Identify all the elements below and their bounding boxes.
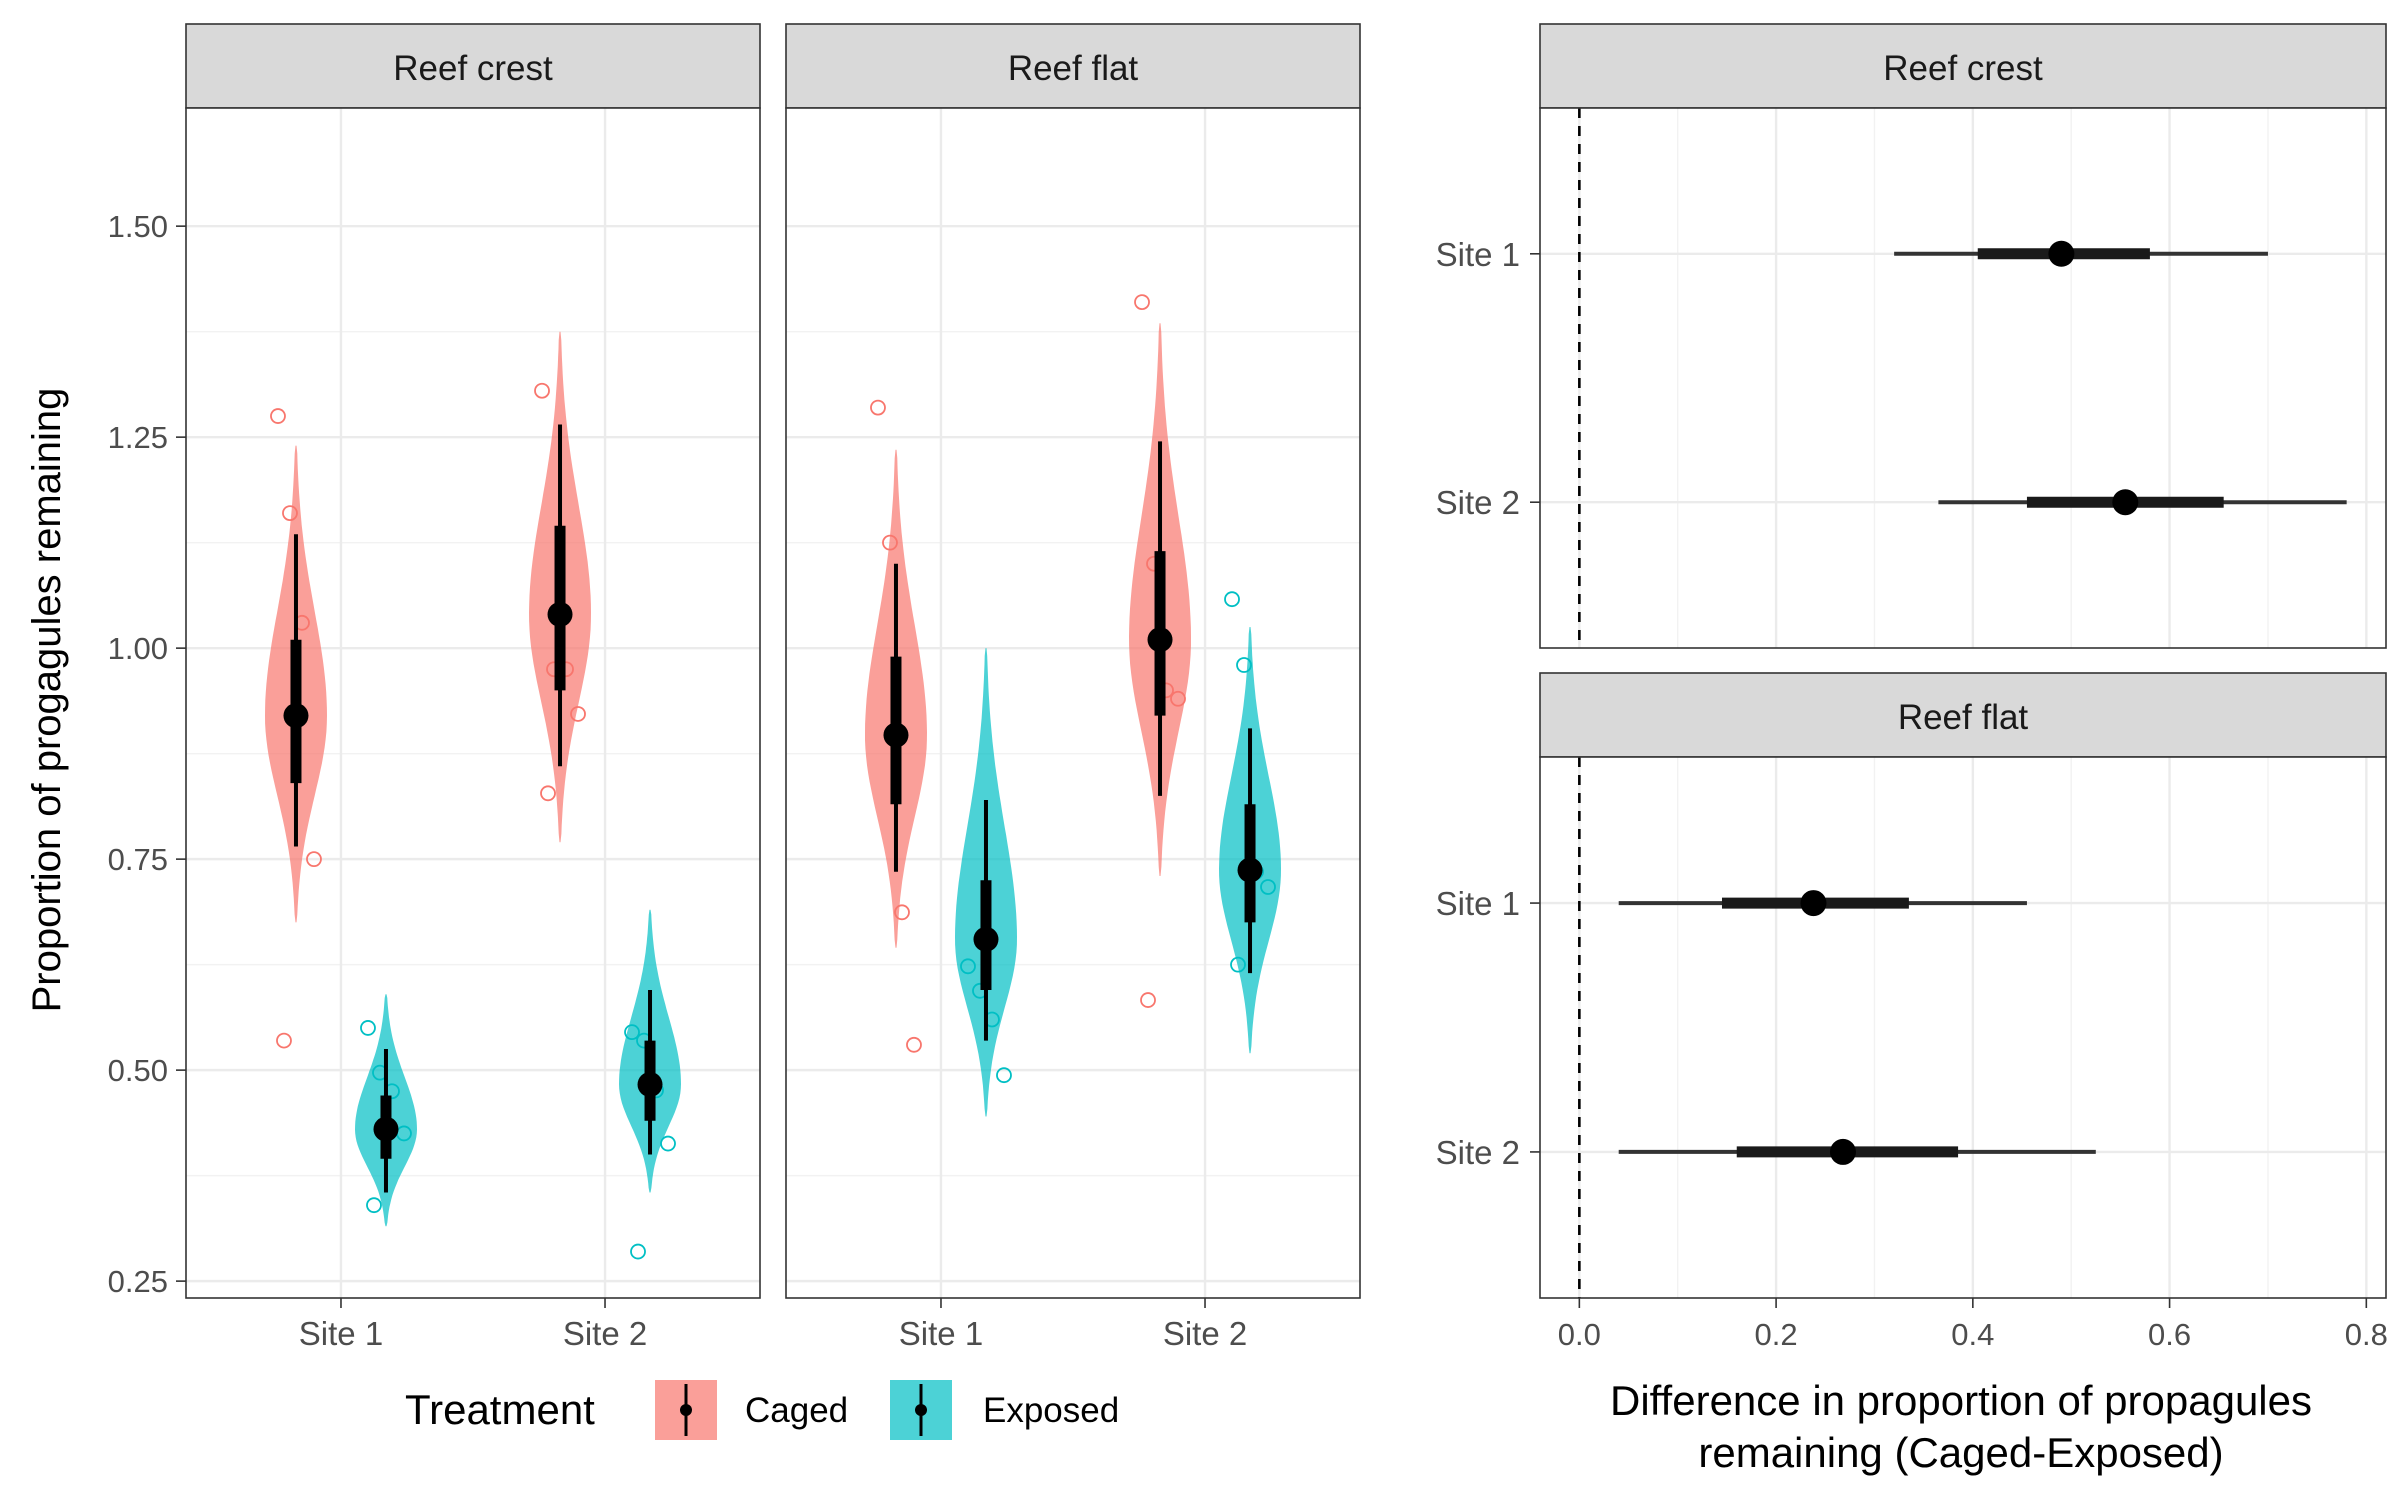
x-axis-title-line-2: remaining (Caged-Exposed) [1698, 1429, 2223, 1476]
facet-grid [1540, 108, 2386, 648]
facet-reef-flat: Reef flat [785, 23, 1361, 1299]
data-point [906, 1036, 922, 1053]
facet-strip [1539, 23, 2387, 109]
diff-facet-reef-flat: Reef flat Site 1 Site 2 [1436, 672, 2387, 1299]
facet-strip [1539, 672, 2387, 758]
x-tick-label: 0.0 [1558, 1317, 1601, 1352]
legend-label-exposed: Exposed [983, 1391, 1119, 1430]
data-point [360, 1020, 376, 1036]
median-point [1237, 857, 1263, 883]
data-point [870, 399, 886, 416]
data-point [1170, 690, 1186, 707]
data-point [894, 904, 910, 921]
data-point [570, 706, 586, 722]
legend-label-caged: Caged [745, 1391, 848, 1430]
median-point [1829, 1138, 1856, 1165]
data-point [540, 785, 556, 802]
facet-background [1540, 757, 2386, 1298]
data-point [960, 958, 976, 975]
facet-border [185, 107, 761, 1299]
data-point [996, 1067, 1012, 1084]
data-point [270, 408, 286, 424]
violin-y-axis: 0.25 0.50 0.75 1.00 1.25 1.50 [108, 209, 186, 1299]
facet-border [1539, 756, 2387, 1299]
facet-title: Reef crest [1883, 49, 2043, 88]
facet-title: Reef flat [1008, 49, 1139, 88]
facet-title: Reef crest [393, 49, 553, 88]
violin-panel: 0.25 0.50 0.75 1.00 1.25 1.50 Reef crest Reef… [25, 23, 1361, 1440]
x-tick-label: Site 2 [563, 1315, 647, 1352]
median-point [2048, 240, 2075, 267]
facet-strip [785, 23, 1361, 109]
data-point [1236, 657, 1252, 673]
data-point [1224, 591, 1240, 608]
data-point [534, 382, 550, 399]
data-point [1140, 992, 1156, 1008]
difference-panel: Reef crest Site 1 Site 2 Reef flat Site 1… [1436, 23, 2388, 1476]
y-tick-label: 1.50 [108, 209, 168, 244]
data-point [882, 534, 898, 551]
difference-x-axis: 0.0 0.2 0.4 0.6 0.8 [1558, 1298, 2388, 1352]
legend-key-dot [915, 1404, 927, 1416]
facet-border [1539, 107, 2387, 649]
data-point [306, 851, 322, 868]
median-point [1800, 890, 1827, 917]
x-tick-label: Site 1 [899, 1315, 983, 1352]
legend-item-caged: Caged [655, 1380, 848, 1440]
legend: Treatment Caged Exposed [405, 1380, 1119, 1440]
data-point [1230, 956, 1246, 973]
median-point [1147, 627, 1173, 653]
y-tick-label: 0.75 [108, 842, 168, 877]
diff-facet-reef-crest: Reef crest Site 1 Site 2 [1436, 23, 2387, 649]
data-point [1260, 879, 1276, 895]
data-point [276, 1032, 292, 1049]
median-point [547, 601, 573, 627]
y-tick-label: 1.00 [108, 631, 168, 666]
legend-title: Treatment [405, 1386, 595, 1433]
facet-marks [865, 294, 1281, 1117]
legend-item-exposed: Exposed [890, 1380, 1119, 1440]
facet-title: Reef flat [1898, 698, 2029, 737]
facet-background [1540, 108, 2386, 648]
data-point [624, 1024, 640, 1041]
median-point [973, 926, 999, 952]
violin-x-axis: Site 1 Site 2 Site 1 Site 2 [299, 1298, 1247, 1352]
y-tick-label: 0.25 [108, 1264, 168, 1299]
facet-grid [186, 108, 760, 1298]
median-point [283, 703, 309, 729]
facet-marks [265, 331, 681, 1260]
x-tick-label: 0.6 [2148, 1317, 2191, 1352]
y-tick-label: Site 1 [1436, 885, 1520, 922]
x-tick-label: 0.4 [1951, 1317, 1994, 1352]
legend-key-dot [680, 1404, 692, 1416]
median-point [637, 1071, 663, 1097]
facet-grid [1540, 757, 2386, 1298]
x-tick-label: 0.8 [2345, 1317, 2388, 1352]
y-tick-label: 0.50 [108, 1053, 168, 1088]
y-axis-title: Proportion of progagules remaining [25, 388, 69, 1013]
y-tick-label: Site 2 [1436, 1134, 1520, 1171]
y-tick-label: 1.25 [108, 420, 168, 455]
median-point [2112, 489, 2139, 516]
median-point [373, 1116, 399, 1142]
facet-marks: Site 1 Site 2 [1436, 108, 2347, 648]
facet-strip [185, 23, 761, 109]
data-point [630, 1243, 646, 1260]
y-tick-label: Site 2 [1436, 484, 1520, 521]
data-point [282, 505, 298, 522]
x-tick-label: Site 2 [1163, 1315, 1247, 1352]
data-point [366, 1197, 382, 1214]
facet-marks: Site 1 Site 2 [1436, 757, 2096, 1298]
x-tick-label: Site 1 [299, 1315, 383, 1352]
y-tick-label: Site 1 [1436, 236, 1520, 273]
median-point [883, 722, 909, 748]
data-point [660, 1135, 676, 1152]
facet-reef-crest: Reef crest [185, 23, 761, 1299]
facet-border [785, 107, 1361, 1299]
x-axis-title-line-1: Difference in proportion of propagules [1610, 1377, 2312, 1424]
x-tick-label: 0.2 [1755, 1317, 1798, 1352]
data-point [1134, 294, 1150, 311]
